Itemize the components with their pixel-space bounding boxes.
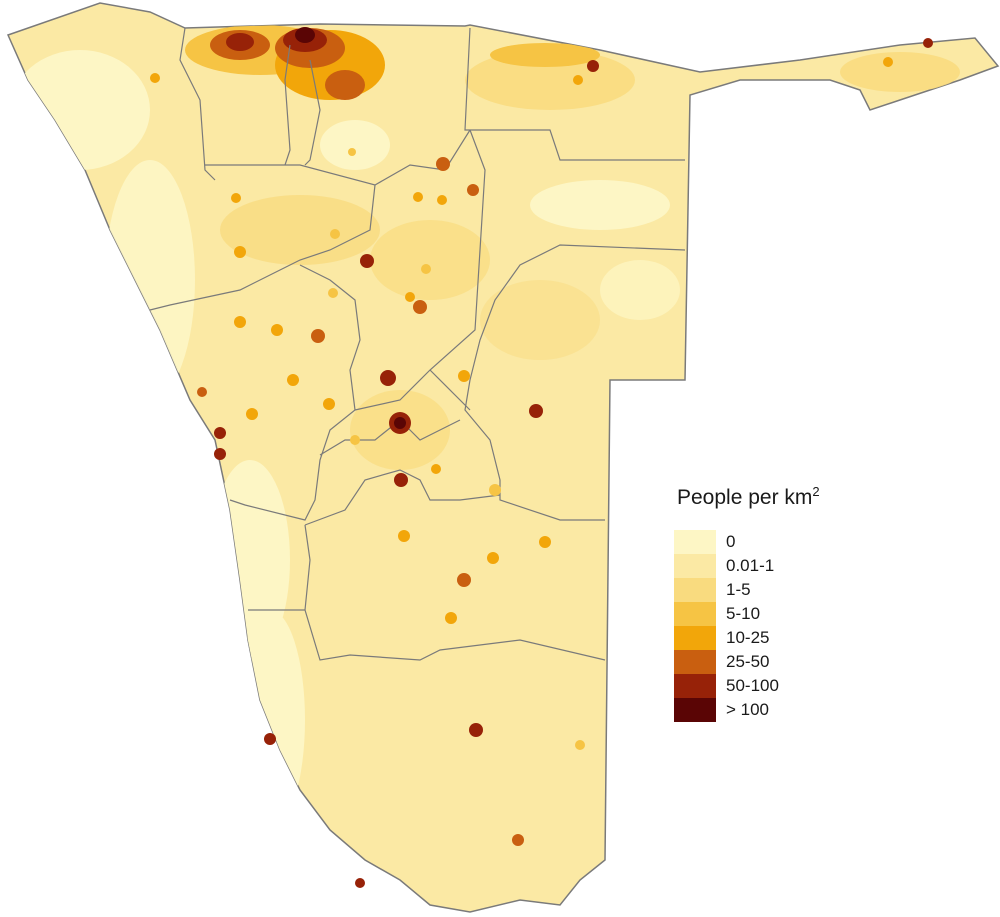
town-dot [587,60,599,72]
town-dot [512,834,524,846]
legend-title-superscript: 2 [812,484,820,499]
legend-swatch [674,554,716,578]
town-dot [214,427,226,439]
town-dot [883,57,893,67]
town-dot [539,536,551,548]
region-boundaries [149,27,686,661]
town-dot [529,404,543,418]
legend-label: 50-100 [726,676,779,695]
town-dot [348,148,356,156]
legend-item: 0 [674,530,874,554]
town-dot [467,184,479,196]
legend-item: 1-5 [674,578,874,602]
town-dot [398,530,410,542]
legend-swatch [674,650,716,674]
town-dot [469,723,483,737]
legend-item: > 100 [674,698,874,722]
town-dot [380,370,396,386]
settlement-hotspots [150,38,933,888]
town-dot [413,192,423,202]
town-dot [350,435,360,445]
legend-label: > 100 [726,700,770,719]
legend-label: 10-25 [726,628,770,647]
town-dot [445,612,457,624]
legend-swatch [674,698,716,722]
legend-item: 10-25 [674,626,874,650]
map-legend: People per km2 0 0.01-1 1-5 5-10 10-25 25-50 5… [674,484,874,722]
town-dot [575,740,585,750]
town-dot [394,473,408,487]
town-dot [457,573,471,587]
town-dot [234,316,246,328]
town-dot [287,374,299,386]
town-dot [311,329,325,343]
legend-swatch [674,626,716,650]
legend-item: 0.01-1 [674,554,874,578]
legend-item: 50-100 [674,674,874,698]
town-dot [271,324,283,336]
town-dot [234,246,246,258]
town-dot [323,398,335,410]
town-dot [197,387,207,397]
town-dot [355,878,365,888]
town-dot [487,552,499,564]
legend-label: 0 [726,532,736,551]
town-dot [458,370,470,382]
legend-swatch [674,578,716,602]
legend-label: 0.01-1 [726,556,775,575]
town-dot [264,733,276,745]
legend-item: 25-50 [674,650,874,674]
legend-label: 5-10 [726,604,761,623]
legend-swatch [674,674,716,698]
town-dot [573,75,583,85]
namibia-outline [6,2,1000,913]
town-dot [330,229,340,239]
town-dot [214,448,226,460]
town-dot [489,484,501,496]
town-dot [421,264,431,274]
town-dot [328,288,338,298]
legend-item: 5-10 [674,602,874,626]
town-dot [436,157,450,171]
town-dot [231,193,241,203]
legend-title: People per km2 [677,484,820,509]
town-dot [431,464,441,474]
legend-swatch [674,602,716,626]
legend-swatch [674,530,716,554]
town-dot [150,73,160,83]
legend-label: 25-50 [726,652,770,671]
town-dot [405,292,415,302]
town-dot [246,408,258,420]
town-dot [437,195,447,205]
town-dot [923,38,933,48]
town-dot [394,417,406,429]
town-dot [413,300,427,314]
legend-label: 1-5 [726,580,751,599]
town-dot [360,254,374,268]
